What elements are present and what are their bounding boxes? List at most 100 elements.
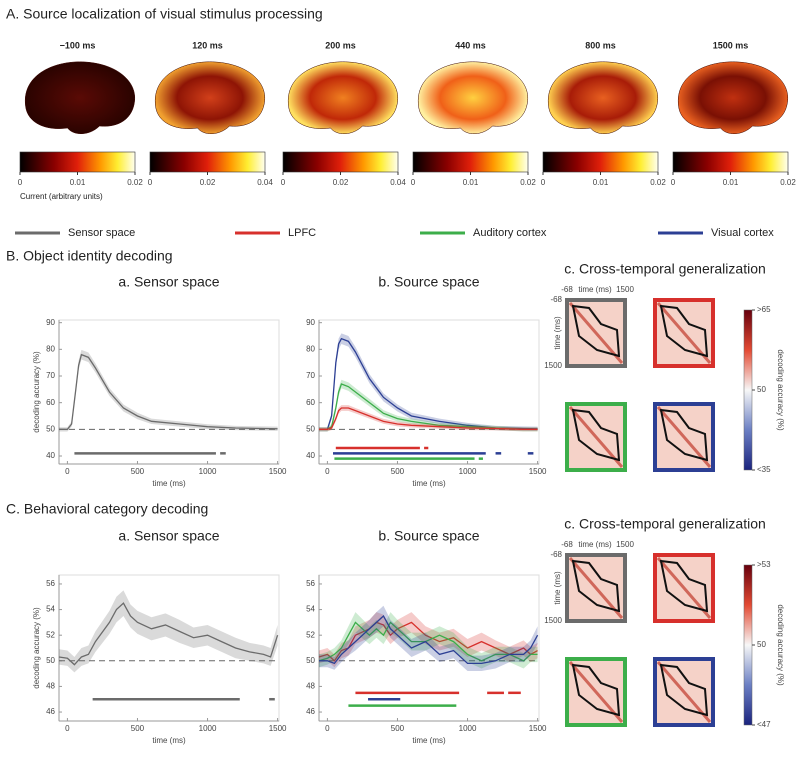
- y-tick-label: 54: [46, 605, 55, 614]
- colorbar-tick-label: 0.02: [333, 178, 349, 187]
- significance-contour: [659, 304, 709, 358]
- brain-image: [418, 61, 528, 134]
- significance-contour: [659, 559, 709, 613]
- matrix-diagonal: [568, 661, 624, 723]
- colorbar: [19, 151, 136, 173]
- y-tick-label: 52: [46, 630, 55, 639]
- matrix-y-label: time (ms): [553, 571, 562, 605]
- y-tick-label: 54: [306, 605, 315, 614]
- chart-title: a. Sensor space: [118, 274, 219, 290]
- matrix-diagonal: [656, 557, 712, 619]
- x-tick-label: 500: [391, 467, 405, 476]
- significance-contour: [571, 408, 621, 462]
- brain-image: [155, 61, 265, 134]
- colorbar-label: Current (arbitrary units): [20, 192, 103, 201]
- matrix-x-label: time (ms): [578, 285, 612, 294]
- y-tick-label: 40: [46, 451, 55, 460]
- accuracy-colorbar: [743, 564, 753, 726]
- x-tick-label: 1000: [459, 467, 477, 476]
- x-axis-label: time (ms): [152, 736, 186, 745]
- x-tick-label: 0: [65, 467, 70, 476]
- chart-title: a. Sensor space: [118, 528, 219, 544]
- colorbar-tick-label: 0: [671, 178, 676, 187]
- matrix-y-label: time (ms): [553, 316, 562, 350]
- y-tick-label: 50: [306, 656, 315, 665]
- colorbar-tick-label: 0.01: [723, 178, 739, 187]
- y-tick-label: 80: [46, 344, 55, 353]
- colorbar-axis-label: decoding accuracy (%): [776, 349, 785, 431]
- x-axis-label: time (ms): [152, 479, 186, 488]
- significance-contour: [571, 304, 621, 358]
- y-tick-label: 46: [46, 707, 55, 716]
- y-tick-label: 70: [306, 371, 315, 380]
- brain-time-label: 1500 ms: [713, 40, 749, 50]
- chart-title: b. Source space: [378, 528, 479, 544]
- legend-label: LPFC: [288, 227, 316, 239]
- x-tick-label: 500: [391, 724, 405, 733]
- legend-label: Visual cortex: [711, 227, 774, 239]
- section-c-title: C. Behavioral category decoding: [6, 501, 208, 517]
- x-tick-label: 1500: [269, 724, 287, 733]
- matrix-diagonal: [568, 557, 624, 619]
- colorbar-tick-label: 0: [411, 178, 416, 187]
- x-tick-label: 500: [131, 467, 145, 476]
- y-tick-label: 70: [46, 371, 55, 380]
- generalization-title: c. Cross-temporal generalization: [564, 516, 766, 532]
- matrix-y-tick-label: 1500: [544, 616, 562, 625]
- colorbar: [412, 151, 529, 173]
- x-axis-label: time (ms): [412, 479, 446, 488]
- brain-time-label: 120 ms: [192, 40, 223, 50]
- colorbar: [672, 151, 789, 173]
- colorbar-tick-label: 0.04: [257, 178, 273, 187]
- x-tick-label: 500: [131, 724, 145, 733]
- brain-image: [678, 61, 788, 134]
- colorbar-tick-label: 0.02: [650, 178, 666, 187]
- brain-image: [288, 61, 398, 134]
- x-tick-label: 1500: [529, 467, 547, 476]
- x-tick-label: 1500: [269, 467, 287, 476]
- series-line: [319, 383, 538, 430]
- y-tick-label: 48: [306, 682, 315, 691]
- matrix-x-label: time (ms): [578, 540, 612, 549]
- y-tick-label: 50: [46, 424, 55, 433]
- matrix-y-tick-label: 1500: [544, 361, 562, 370]
- matrix-diagonal: [656, 302, 712, 364]
- matrix-x-tick-label: 1500: [616, 285, 634, 294]
- colorbar-tick-label: 0.02: [127, 178, 143, 187]
- colorbar-tick-label: <35: [757, 465, 771, 474]
- series-line: [318, 621, 538, 662]
- colorbar: [542, 151, 659, 173]
- matrix-y-tick-label: -68: [550, 550, 562, 559]
- brain-time-label: 800 ms: [585, 40, 616, 50]
- x-tick-label: 1000: [199, 467, 217, 476]
- legend-label: Auditory cortex: [473, 227, 547, 239]
- colorbar-tick-label: 0.02: [520, 178, 536, 187]
- legend-label: Sensor space: [68, 227, 135, 239]
- x-tick-label: 1000: [459, 724, 477, 733]
- plot-frame: [58, 319, 280, 465]
- y-tick-label: 80: [306, 344, 315, 353]
- colorbar-tick-label: 0: [281, 178, 286, 187]
- colorbar-tick-label: 0.01: [463, 178, 479, 187]
- colorbar-tick-label: 0.01: [70, 178, 86, 187]
- y-tick-label: 60: [46, 398, 55, 407]
- colorbar-tick-label: >65: [757, 305, 771, 314]
- matrix-x-tick-label: -68: [561, 285, 573, 294]
- matrix-x-tick-label: -68: [561, 540, 573, 549]
- y-tick-label: 90: [306, 318, 315, 327]
- colorbar: [282, 151, 399, 173]
- brain-time-label: 200 ms: [325, 40, 356, 50]
- colorbar-tick-label: 0: [148, 178, 153, 187]
- matrix-diagonal: [656, 406, 712, 468]
- x-tick-label: 1000: [199, 724, 217, 733]
- y-tick-label: 90: [46, 318, 55, 327]
- colorbar-tick-label: 50: [757, 640, 766, 649]
- significance-contour: [659, 408, 709, 462]
- series-line: [319, 407, 538, 430]
- y-tick-label: 60: [306, 398, 315, 407]
- colorbar-tick-label: 0.02: [780, 178, 796, 187]
- brain-image: [548, 61, 658, 134]
- series-line: [319, 614, 539, 665]
- matrix-diagonal: [568, 302, 624, 364]
- matrix-diagonal: [568, 406, 624, 468]
